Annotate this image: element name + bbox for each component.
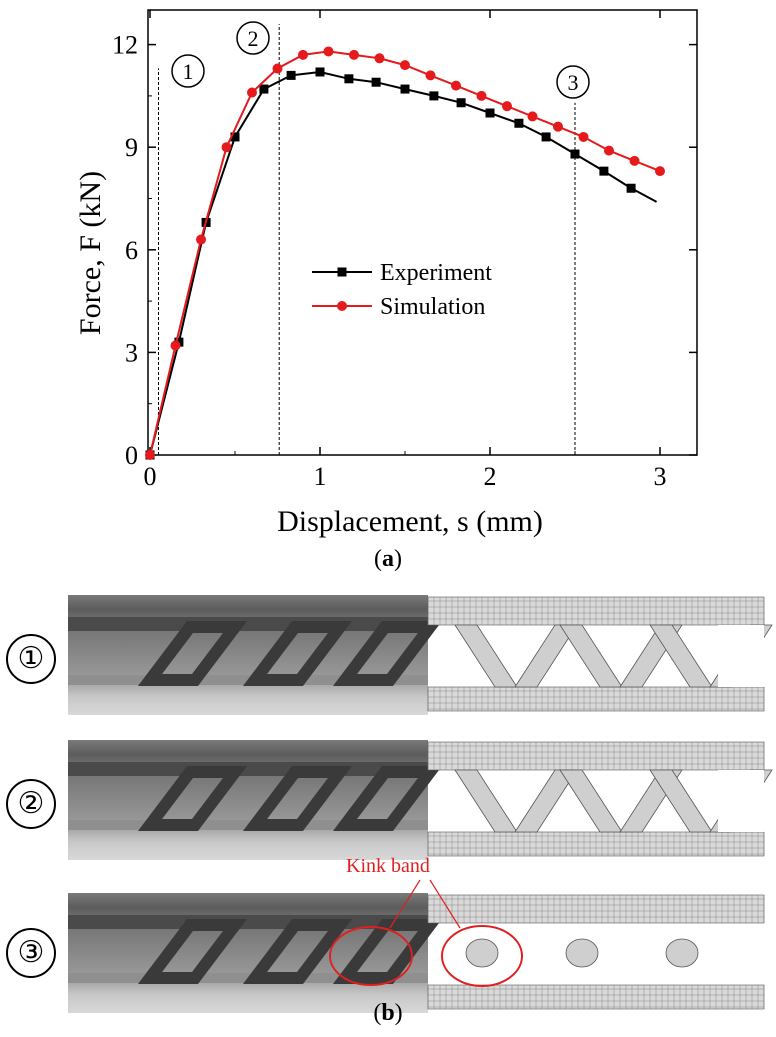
- caption-b: (b): [373, 1000, 403, 1026]
- y-axis-label: Force, F (kN): [74, 171, 107, 335]
- legend: Experiment Simulation: [312, 260, 492, 320]
- experiment-point: [626, 183, 636, 193]
- simulation-point: [196, 234, 206, 245]
- caption-a: (a): [374, 546, 402, 572]
- simulation-point: [323, 46, 334, 57]
- series-group: [145, 46, 665, 460]
- row-label-1: ①: [6, 634, 56, 684]
- simulation-point: [629, 155, 640, 166]
- y-tick-label: 9: [125, 133, 138, 162]
- simulation-point: [451, 80, 461, 91]
- kink-band-label: Kink band: [346, 855, 430, 877]
- experiment-point: [570, 149, 580, 159]
- simulation-point: [655, 166, 665, 177]
- simulation-mesh: [428, 740, 764, 860]
- plot-frame: [147, 9, 698, 456]
- panel-state-2: [68, 740, 764, 860]
- panel-state-1: [68, 595, 764, 715]
- experiment-point: [315, 67, 325, 77]
- simulation-mesh: [428, 595, 764, 715]
- legend-label: Simulation: [380, 294, 485, 320]
- simulation-point: [578, 131, 589, 142]
- experiment-point: [259, 84, 269, 94]
- experiment-point: [230, 132, 240, 142]
- simulation-point: [374, 53, 385, 64]
- row-label-3: ③: [6, 928, 56, 978]
- row-label-2: ②: [6, 779, 56, 829]
- reference-lines: 1 2 3: [158, 21, 590, 455]
- experiment-photo: [68, 740, 428, 860]
- simulation-point: [527, 111, 538, 122]
- simulation-point: [247, 87, 257, 98]
- x-tick-label: 1: [314, 462, 327, 491]
- y-tick-label: 6: [125, 236, 138, 265]
- reference-marker-circle: [171, 54, 205, 88]
- experiment-point: [286, 70, 296, 80]
- simulation-point: [502, 101, 512, 112]
- experiment-point: [400, 84, 410, 94]
- simulation-mesh: [428, 893, 764, 1013]
- experiment-point: [541, 132, 551, 142]
- simulation-point: [145, 450, 155, 460]
- reference-marker-circle: [556, 65, 590, 99]
- series-line-simulation: [149, 50, 661, 456]
- experiment-point: [371, 77, 381, 87]
- reference-marker-label: 3: [568, 70, 579, 95]
- y-tick-label: 0: [125, 441, 138, 470]
- legend-marker: [337, 301, 347, 311]
- reference-marker-label: 1: [183, 59, 194, 84]
- experiment-point: [599, 166, 609, 176]
- simulation-point: [476, 90, 487, 101]
- x-tick-label: 2: [484, 462, 497, 491]
- simulation-point: [553, 121, 563, 132]
- simulation-point: [425, 70, 436, 81]
- simulation-point: [604, 145, 614, 156]
- x-axis-label: Displacement, s (mm): [277, 505, 543, 538]
- panel-state-3: [68, 893, 764, 1013]
- reference-marker-label: 2: [248, 26, 259, 51]
- experiment-point: [344, 74, 354, 84]
- experiment-photo: [68, 893, 428, 1013]
- simulation-point: [298, 49, 308, 60]
- experiment-point: [429, 91, 439, 101]
- x-tick-label: 3: [654, 462, 667, 491]
- simulation-point: [400, 60, 410, 71]
- legend-marker: [337, 267, 347, 277]
- simulation-point: [170, 340, 181, 351]
- legend-label: Experiment: [380, 260, 492, 286]
- simulation-point: [221, 142, 232, 153]
- experiment-point: [514, 118, 524, 128]
- y-tick-label: 3: [125, 338, 138, 367]
- simulation-point: [349, 49, 359, 60]
- reference-marker-circle: [236, 21, 270, 55]
- experiment-point: [485, 108, 495, 118]
- experiment-photo: [68, 595, 428, 715]
- experiment-point: [456, 98, 466, 108]
- y-tick-label: 12: [112, 31, 138, 60]
- x-tick-label: 0: [144, 462, 157, 491]
- simulation-point: [272, 63, 283, 74]
